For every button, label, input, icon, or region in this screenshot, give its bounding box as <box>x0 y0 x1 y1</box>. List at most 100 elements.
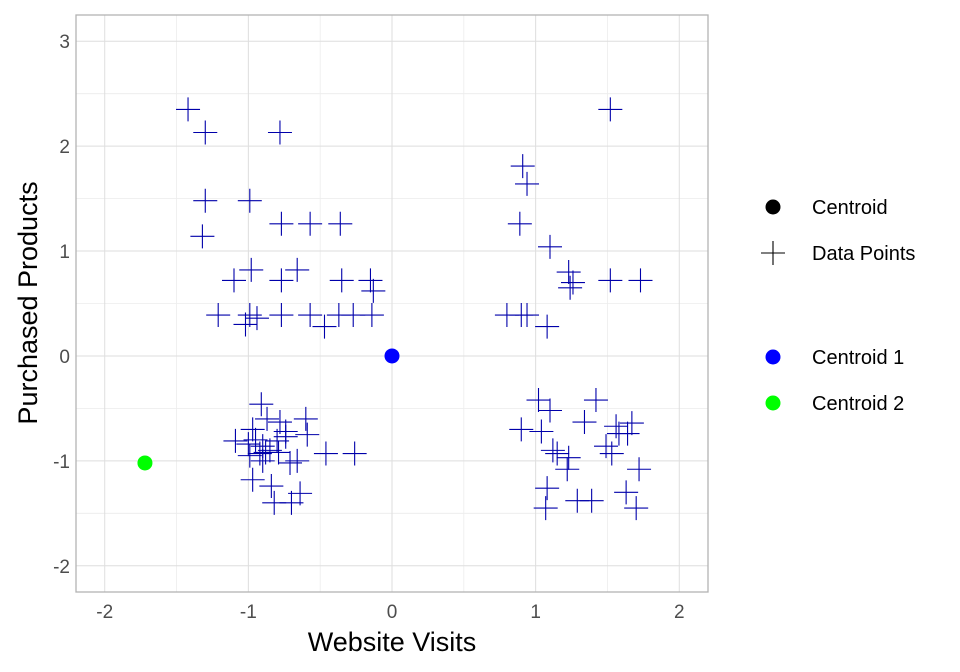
data-point <box>359 303 384 328</box>
data-point <box>572 410 597 435</box>
data-point <box>555 457 580 482</box>
y-tick-label: 2 <box>59 137 70 158</box>
data-point <box>279 490 304 515</box>
legend-key-circle <box>765 395 781 411</box>
data-point <box>329 268 354 293</box>
data-point <box>298 211 323 236</box>
data-point <box>538 398 562 423</box>
y-tick-label: 3 <box>59 32 70 53</box>
x-tick-label: 0 <box>387 602 398 623</box>
x-tick-label: 1 <box>530 602 541 623</box>
data-point <box>594 434 619 459</box>
data-point <box>615 421 640 446</box>
data-point <box>249 392 274 417</box>
data-point <box>538 234 562 259</box>
data-points-layer <box>137 97 653 521</box>
legend-label: Centroid 1 <box>812 347 904 369</box>
data-point <box>628 268 653 293</box>
gridlines <box>76 15 708 592</box>
data-point <box>222 268 246 293</box>
data-point <box>328 211 353 236</box>
y-axis-title: Purchased Products <box>13 181 43 424</box>
x-axis-title: Website Visits <box>308 627 477 657</box>
data-point <box>293 406 318 431</box>
y-axis-ticks: -2 -1 0 1 2 3 <box>53 32 70 578</box>
data-point <box>239 257 264 282</box>
data-point <box>247 441 272 466</box>
data-point <box>556 445 581 470</box>
data-point <box>233 312 258 337</box>
data-point <box>255 406 280 431</box>
data-point <box>193 120 218 145</box>
data-point <box>240 417 265 442</box>
data-point <box>265 428 290 453</box>
y-tick-label: -2 <box>53 557 70 578</box>
legend-key-circle <box>765 349 781 365</box>
x-tick-label: 2 <box>674 602 685 623</box>
legend: Centroid Data Points Centroid 1 Centroid 2 <box>761 197 915 415</box>
data-point <box>540 438 565 463</box>
data-point <box>515 303 540 328</box>
data-point <box>269 303 294 328</box>
data-point <box>529 419 554 444</box>
data-point <box>533 496 558 521</box>
data-point <box>240 467 265 492</box>
data-point <box>558 275 583 300</box>
data-point <box>267 120 292 145</box>
data-point <box>535 314 560 339</box>
data-point <box>266 440 291 465</box>
data-point <box>278 450 303 475</box>
data-point <box>223 428 248 453</box>
y-tick-label: -1 <box>53 452 70 473</box>
plot-panel-border <box>75 14 709 593</box>
data-point <box>250 448 275 473</box>
data-point <box>579 488 604 513</box>
data-point <box>295 422 320 447</box>
x-tick-label: -1 <box>240 602 257 623</box>
data-point <box>624 496 649 521</box>
y-tick-label: 1 <box>59 242 70 263</box>
data-point <box>267 410 292 435</box>
data-point <box>236 432 261 457</box>
data-point <box>269 211 294 236</box>
data-point <box>509 417 534 442</box>
data-point <box>206 303 231 328</box>
data-point <box>257 438 282 463</box>
data-point <box>358 268 383 293</box>
data-point <box>313 441 338 466</box>
legend-label: Centroid 2 <box>812 393 904 415</box>
data-point <box>342 441 367 466</box>
data-point <box>598 97 623 122</box>
legend-label: Data Points <box>812 243 915 265</box>
data-point <box>285 257 310 282</box>
data-point <box>269 268 294 293</box>
data-point <box>237 443 262 468</box>
data-point <box>507 211 532 236</box>
data-point <box>599 441 624 466</box>
data-point <box>237 188 262 213</box>
x-axis-ticks: -2 -1 0 1 2 <box>96 602 684 623</box>
x-tick-label: -2 <box>96 602 113 623</box>
data-point <box>526 388 551 413</box>
data-point <box>285 448 310 473</box>
data-point <box>515 171 540 196</box>
centroid-point <box>384 348 400 364</box>
legend-label: Centroid <box>812 197 888 219</box>
data-point <box>193 188 218 213</box>
data-point <box>244 306 269 331</box>
data-point <box>535 476 560 501</box>
data-point <box>243 427 268 452</box>
data-point <box>614 480 639 505</box>
data-point <box>627 457 652 482</box>
data-point <box>604 414 629 439</box>
data-point <box>510 154 535 179</box>
data-point <box>288 481 313 506</box>
data-point <box>556 260 581 285</box>
legend-key-plus <box>761 241 785 265</box>
data-point <box>598 268 623 293</box>
data-point <box>619 411 644 436</box>
data-point <box>361 278 386 303</box>
data-point <box>237 303 262 328</box>
y-tick-label: 0 <box>59 347 70 368</box>
